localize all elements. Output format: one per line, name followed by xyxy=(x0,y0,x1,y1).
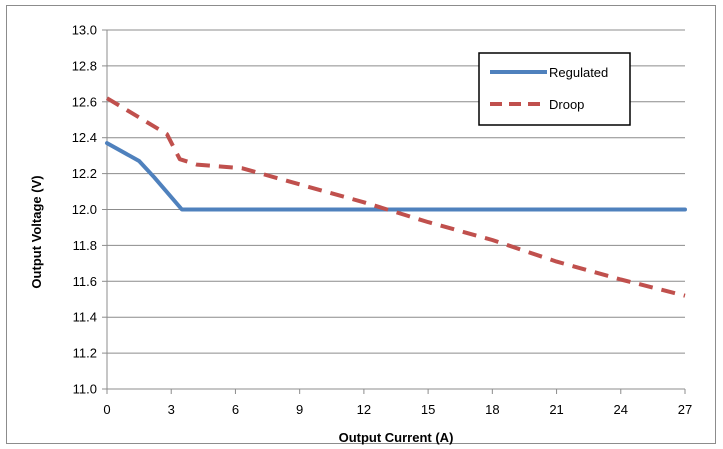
legend-label-droop: Droop xyxy=(549,97,584,112)
x-tick-label: 21 xyxy=(549,402,563,417)
x-tick-label: 18 xyxy=(485,402,499,417)
y-tick-label: 13.0 xyxy=(72,23,97,38)
x-tick-label: 3 xyxy=(168,402,175,417)
y-tick-label: 12.4 xyxy=(72,130,97,145)
x-tick-label: 27 xyxy=(678,402,692,417)
legend-label-regulated: Regulated xyxy=(549,65,608,80)
series-line-regulated xyxy=(105,141,687,212)
x-tick-label: 9 xyxy=(296,402,303,417)
y-tick-label: 12.0 xyxy=(72,202,97,217)
y-axis-title: Output Voltage (V) xyxy=(29,175,44,288)
x-tick-label: 12 xyxy=(357,402,371,417)
series-line-droop xyxy=(105,96,686,298)
series-group xyxy=(105,96,687,298)
y-tick-label: 12.2 xyxy=(72,166,97,181)
y-tick-label: 11.0 xyxy=(73,382,97,397)
legend-box xyxy=(478,52,631,126)
ytick-label-group: 11.0 11.2 11.4 11.6 11.8 12.0 12.2 12.4 12.6 12.8… xyxy=(72,23,97,397)
axes-group xyxy=(102,29,686,394)
y-tick-label: 12.6 xyxy=(72,94,97,109)
legend: Regulated Droop xyxy=(478,52,631,126)
y-tick-label: 11.8 xyxy=(73,238,97,253)
x-tick-label: 0 xyxy=(103,402,110,417)
xtick-label-group: 0 3 6 9 12 15 18 21 24 27 xyxy=(103,402,692,417)
y-tick-label: 11.6 xyxy=(73,274,97,289)
y-tick-label: 11.2 xyxy=(73,346,97,361)
grid-group xyxy=(107,29,685,354)
x-tick-label: 24 xyxy=(614,402,628,417)
x-axis-title: Output Current (A) xyxy=(339,430,454,445)
x-tick-label: 15 xyxy=(421,402,435,417)
y-tick-label: 11.4 xyxy=(73,310,97,325)
x-tick-label: 6 xyxy=(232,402,239,417)
y-tick-label: 12.8 xyxy=(72,58,97,73)
